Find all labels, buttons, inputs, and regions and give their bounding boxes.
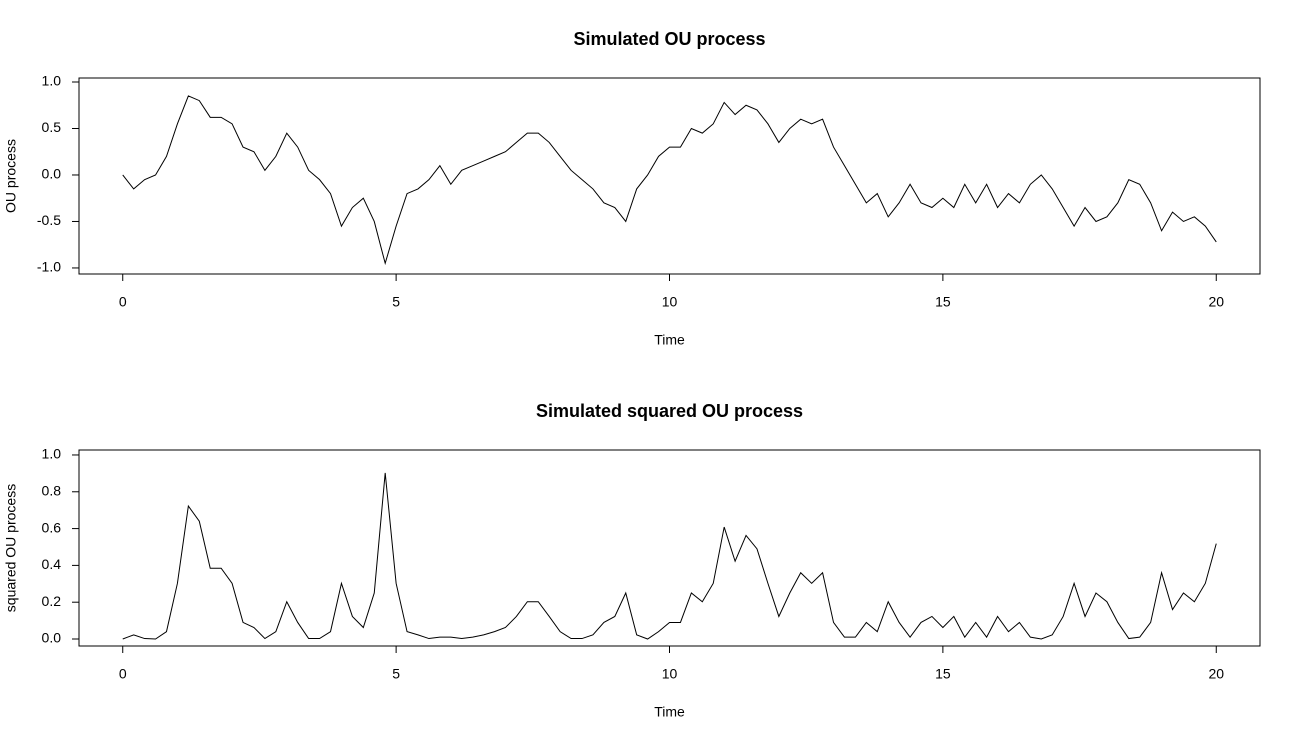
x-tick-label: 10: [662, 294, 678, 310]
chart-title: Simulated squared OU process: [536, 401, 803, 421]
x-tick-label: 5: [392, 666, 400, 682]
chart-title: Simulated OU process: [573, 29, 765, 49]
y-tick-label: 0.2: [42, 593, 62, 609]
x-axis-label: Time: [654, 332, 685, 348]
y-tick-label: 0.0: [42, 630, 62, 646]
x-tick-label: 0: [119, 294, 127, 310]
x-tick-label: 15: [935, 294, 951, 310]
x-tick-label: 15: [935, 666, 951, 682]
x-tick-label: 5: [392, 294, 400, 310]
y-tick-label: 0.8: [42, 482, 62, 498]
data-line: [122, 95, 1217, 266]
y-tick-label: 1.0: [42, 73, 62, 89]
x-tick-label: 20: [1208, 294, 1224, 310]
y-axis-label: OU process: [3, 139, 19, 213]
data-line: [122, 472, 1217, 640]
x-tick-label: 20: [1208, 666, 1224, 682]
x-axis-label: Time: [654, 704, 685, 720]
plot-frame: [78, 449, 1261, 647]
x-tick-label: 10: [662, 666, 678, 682]
y-tick-label: 0.5: [42, 119, 62, 135]
y-tick-label: -1.0: [37, 259, 61, 275]
plot-frame: [78, 77, 1261, 275]
y-tick-label: -0.5: [37, 212, 61, 228]
x-tick-label: 0: [119, 666, 127, 682]
y-tick-label: 0.4: [42, 556, 62, 572]
y-tick-label: 0.0: [42, 166, 62, 182]
y-tick-label: 0.6: [42, 519, 62, 535]
y-axis-label: squared OU process: [3, 484, 19, 612]
y-tick-label: 1.0: [42, 446, 62, 462]
